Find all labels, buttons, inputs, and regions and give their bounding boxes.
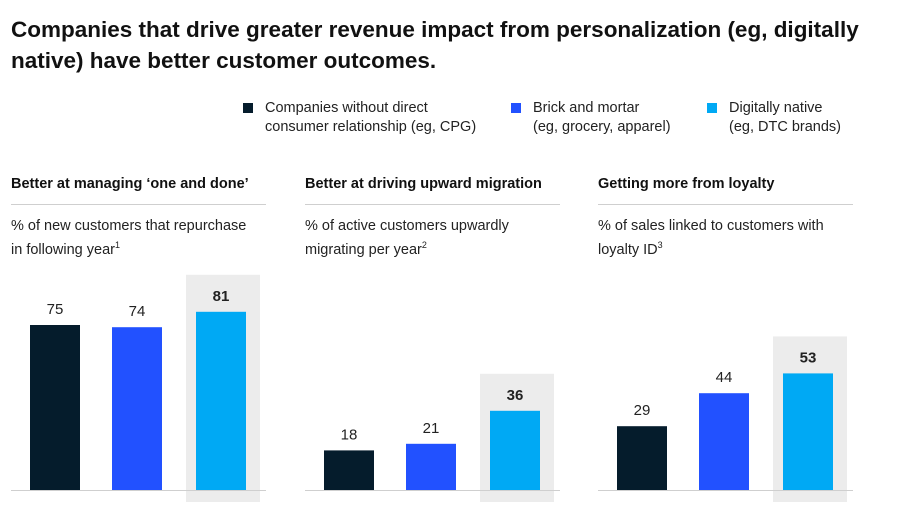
data-label: 81 xyxy=(213,288,230,305)
chart-svg-1: 18 21 36 xyxy=(305,373,560,502)
legend-label-brick: Brick and mortar (eg, grocery, apparel) xyxy=(533,99,671,137)
panel-subtitle: % of new customers that repurchase in fo… xyxy=(11,217,273,260)
bar-brick-and-mortar xyxy=(112,327,162,490)
panel-subtitle-line2: in following year xyxy=(11,241,115,258)
panel-title: Better at managing ‘one and done’ xyxy=(11,176,249,192)
footnote-marker: 1 xyxy=(114,240,120,250)
panel-divider xyxy=(305,204,560,205)
panel-divider xyxy=(11,204,266,205)
legend-label-dtc-line2: (eg, DTC brands) xyxy=(729,119,842,135)
bar-cpg xyxy=(30,325,80,490)
legend-label-cpg: Companies without direct consumer relati… xyxy=(265,99,476,137)
chart-title: Companies that drive greater revenue imp… xyxy=(11,17,859,73)
legend-label-dtc: Digitally native (eg, DTC brands) xyxy=(729,99,841,137)
panel-subtitle: % of sales linked to customers with loya… xyxy=(598,217,860,260)
data-label: 74 xyxy=(129,303,146,320)
data-label: 75 xyxy=(47,301,64,318)
panel-subtitle-line2: loyalty ID xyxy=(598,241,658,258)
panel-subtitle-line1: % of active customers upwardly xyxy=(305,218,509,234)
footnote-marker: 3 xyxy=(657,240,663,250)
data-label: 53 xyxy=(800,349,817,366)
bar-brick-and-mortar xyxy=(699,393,749,490)
panel-loyalty: 29 44 53 Getting more from loyalty % of sa… xyxy=(598,170,853,510)
bar-digitally-native xyxy=(490,410,540,490)
panel-upward-migration: 18 21 36 Better at driving upward migratio… xyxy=(305,170,560,510)
panel-subtitle: % of active customers upwardly migrating… xyxy=(305,217,567,260)
legend-label-cpg-line2: consumer relationship (eg, CPG) xyxy=(265,119,477,135)
legend-label-brick-line1: Brick and mortar xyxy=(533,100,640,116)
panel-one-and-done: 75 74 81 Better at managing ‘one and done’… xyxy=(11,170,266,510)
footnote-marker: 2 xyxy=(421,240,427,250)
legend-swatch-dtc xyxy=(707,103,717,113)
panel-title: Better at driving upward migration xyxy=(305,176,542,192)
legend-label-cpg-line1: Companies without direct xyxy=(265,100,428,116)
panel-divider xyxy=(598,204,853,205)
bar-cpg xyxy=(324,450,374,490)
bar-digitally-native xyxy=(783,373,833,490)
data-label: 36 xyxy=(507,387,524,404)
bar-digitally-native xyxy=(196,311,246,490)
legend-swatch-cpg xyxy=(243,103,253,113)
panel-subtitle-line1: % of new customers that repurchase xyxy=(11,218,247,234)
panel-title: Getting more from loyalty xyxy=(598,176,775,192)
panel-subtitle-line1: % of sales linked to customers with xyxy=(598,218,824,234)
data-label: 29 xyxy=(634,402,651,419)
legend-label-brick-line2: (eg, grocery, apparel) xyxy=(533,119,671,135)
panel-subtitle-line2: migrating per year xyxy=(305,241,422,258)
data-label: 18 xyxy=(341,426,358,443)
legend-swatch-brick xyxy=(511,103,521,113)
data-label: 21 xyxy=(423,420,440,437)
bar-brick-and-mortar xyxy=(406,443,456,490)
chart-svg-2: 29 44 53 xyxy=(598,336,853,502)
chart-svg-0: 75 74 81 xyxy=(11,274,266,502)
legend-label-dtc-line1: Digitally native xyxy=(729,100,823,116)
bar-cpg xyxy=(617,426,667,490)
data-label: 44 xyxy=(716,369,733,386)
